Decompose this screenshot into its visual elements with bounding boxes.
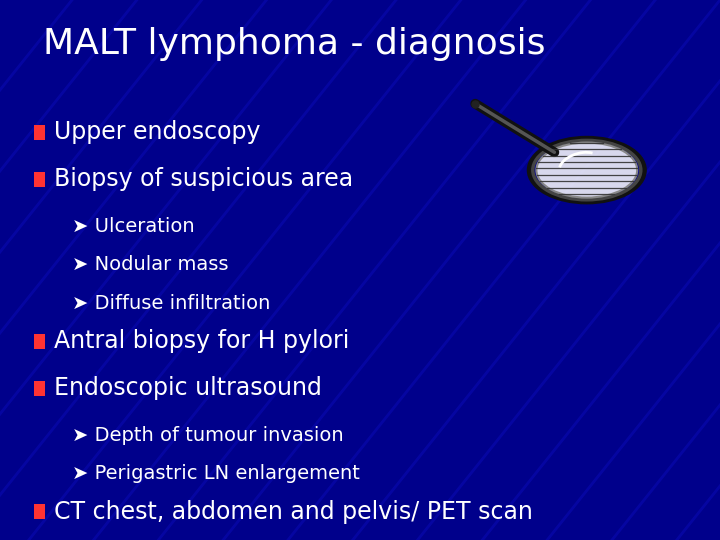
Text: Biopsy of suspicious area: Biopsy of suspicious area <box>54 167 353 191</box>
Text: CT chest, abdomen and pelvis/ PET scan: CT chest, abdomen and pelvis/ PET scan <box>54 500 533 524</box>
FancyBboxPatch shape <box>34 381 45 396</box>
Text: ➤ Diffuse infiltration: ➤ Diffuse infiltration <box>72 293 271 313</box>
Text: ➤ Depth of tumour invasion: ➤ Depth of tumour invasion <box>72 426 343 445</box>
Text: MALT lymphoma - diagnosis: MALT lymphoma - diagnosis <box>43 27 546 61</box>
FancyBboxPatch shape <box>34 172 45 187</box>
Text: Endoscopic ultrasound: Endoscopic ultrasound <box>54 376 322 400</box>
FancyBboxPatch shape <box>34 125 45 140</box>
Text: Upper endoscopy: Upper endoscopy <box>54 120 261 144</box>
Text: ➤ Ulceration: ➤ Ulceration <box>72 217 194 236</box>
Ellipse shape <box>536 143 637 198</box>
FancyBboxPatch shape <box>34 334 45 349</box>
Text: ➤ Perigastric LN enlargement: ➤ Perigastric LN enlargement <box>72 464 360 483</box>
Text: Antral biopsy for H pylori: Antral biopsy for H pylori <box>54 329 349 353</box>
Text: ➤ Nodular mass: ➤ Nodular mass <box>72 255 228 274</box>
FancyBboxPatch shape <box>34 504 45 519</box>
